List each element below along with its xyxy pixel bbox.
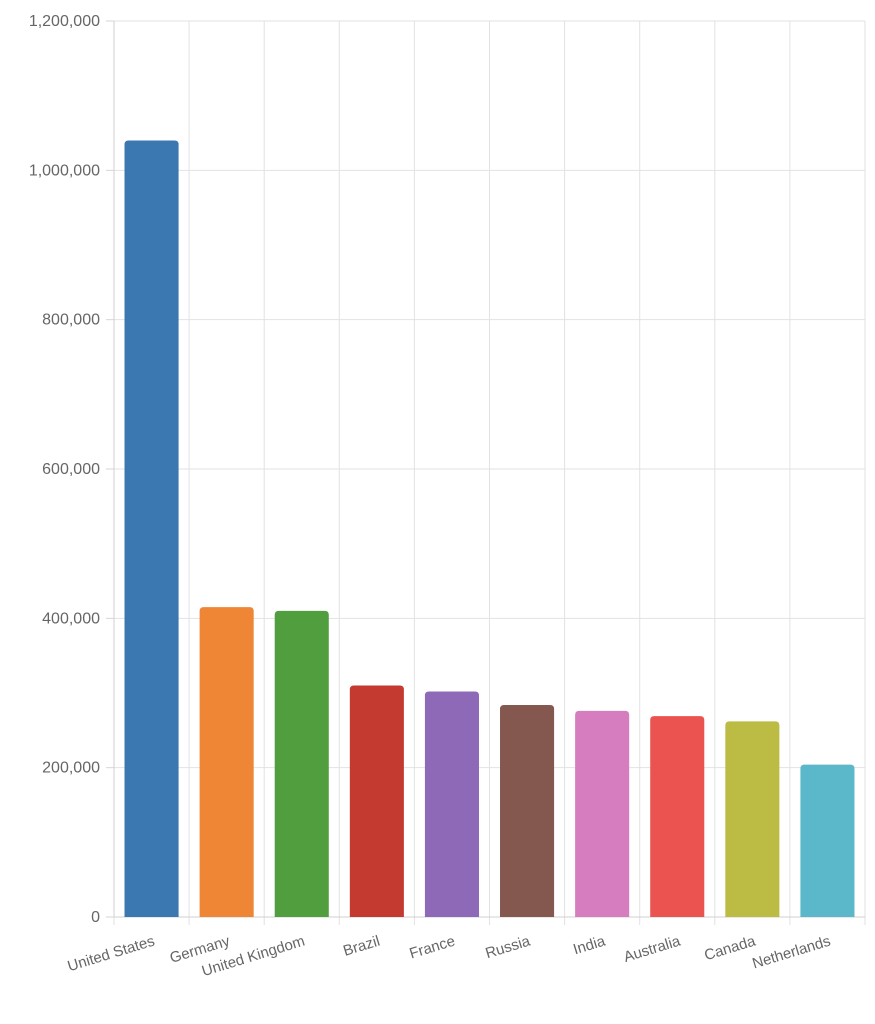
x-tick-label: India: [571, 932, 608, 958]
x-tick-label: Netherlands: [750, 933, 832, 973]
y-tick-label: 1,000,000: [29, 162, 100, 179]
x-tick-label: Brazil: [341, 933, 382, 960]
x-tick-label: France: [408, 933, 458, 963]
bar-united-kingdom: [274, 610, 329, 917]
y-axis-tick-labels: 0 200,000 400,000 600,000 800,000 1,000,000 1,…: [29, 13, 100, 926]
y-tick-label: 800,000: [42, 312, 100, 329]
x-tick-label: Russia: [483, 932, 532, 962]
bar-india: [575, 710, 630, 917]
bar-brazil: [349, 685, 404, 917]
y-tick-label: 400,000: [42, 610, 100, 627]
x-tick-label: Australia: [622, 932, 683, 966]
bar-russia: [500, 704, 555, 917]
y-tick-label: 600,000: [42, 461, 100, 478]
bar-germany: [199, 607, 254, 917]
bar-canada: [725, 721, 780, 917]
y-tick-label: 0: [91, 909, 100, 926]
bars: [124, 140, 855, 917]
bar-australia: [650, 716, 705, 917]
bar-netherlands: [800, 764, 855, 917]
y-tick-label: 1,200,000: [29, 13, 100, 30]
bar-france: [424, 691, 479, 917]
y-tick-label: 200,000: [42, 760, 100, 777]
bar-united-states: [124, 140, 179, 917]
x-tick-label: United States: [66, 933, 157, 976]
gridlines: [113, 20, 866, 925]
x-tick-label: Canada: [702, 932, 758, 964]
